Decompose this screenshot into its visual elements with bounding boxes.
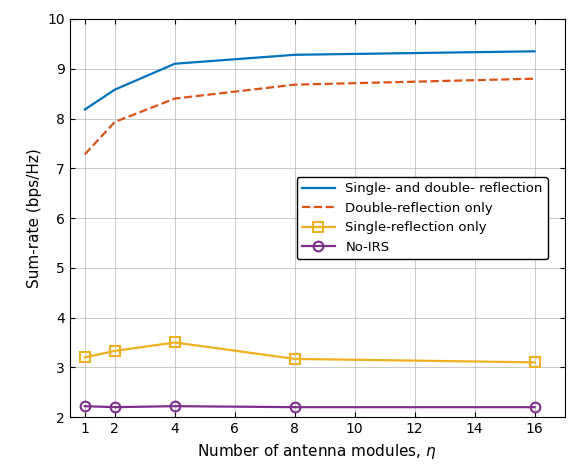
- Single-reflection only: [531, 359, 538, 365]
- Single- and double- reflection: [291, 52, 298, 58]
- Single- and double- reflection: [171, 61, 178, 67]
- No-IRS: [171, 403, 178, 409]
- No-IRS: [291, 404, 298, 410]
- Double-reflection only: [531, 76, 538, 82]
- Double-reflection only: [171, 96, 178, 101]
- Single-reflection only: [81, 355, 88, 360]
- Line: Double-reflection only: Double-reflection only: [85, 79, 534, 155]
- Line: Single- and double- reflection: Single- and double- reflection: [85, 51, 534, 109]
- No-IRS: [531, 404, 538, 410]
- X-axis label: Number of antenna modules, $\eta$: Number of antenna modules, $\eta$: [197, 442, 437, 461]
- Single- and double- reflection: [111, 87, 118, 92]
- Double-reflection only: [111, 119, 118, 125]
- Single-reflection only: [111, 348, 118, 354]
- Single- and double- reflection: [81, 107, 88, 112]
- Single-reflection only: [171, 339, 178, 345]
- Legend: Single- and double- reflection, Double-reflection only, Single-reflection only, : Single- and double- reflection, Double-r…: [297, 177, 548, 259]
- Double-reflection only: [291, 82, 298, 88]
- No-IRS: [111, 404, 118, 410]
- No-IRS: [81, 403, 88, 409]
- Y-axis label: Sum-rate (bps/Hz): Sum-rate (bps/Hz): [27, 148, 42, 288]
- Double-reflection only: [81, 152, 88, 157]
- Line: No-IRS: No-IRS: [80, 401, 540, 412]
- Single-reflection only: [291, 356, 298, 362]
- Single- and double- reflection: [531, 48, 538, 54]
- Line: Single-reflection only: Single-reflection only: [80, 337, 540, 367]
